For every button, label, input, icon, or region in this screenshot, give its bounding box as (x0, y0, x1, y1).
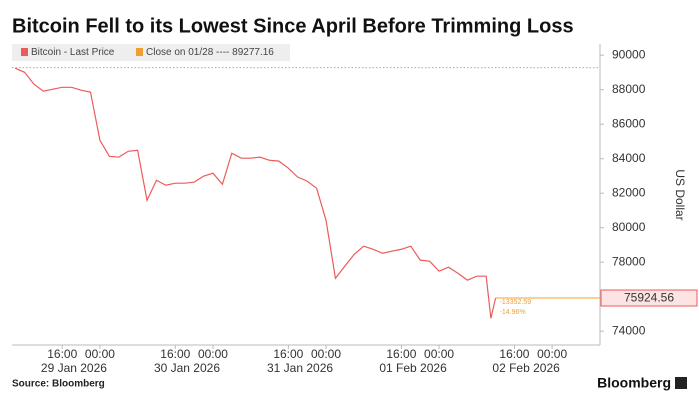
x-tick-label: 16:00 (47, 347, 77, 361)
chart-title: Bitcoin Fell to its Lowest Since April B… (12, 15, 574, 37)
x-tick-label: 00:00 (85, 347, 115, 361)
y-tick-label: 90000 (612, 47, 646, 61)
x-date-label: 01 Feb 2026 (379, 361, 447, 375)
x-date-label: 29 Jan 2026 (41, 361, 107, 375)
x-tick-label: 16:00 (386, 347, 416, 361)
y-tick-label: 74000 (612, 323, 646, 337)
last-value-label: 75924.56 (624, 291, 674, 305)
x-date-label: 30 Jan 2026 (154, 361, 220, 375)
legend-background (12, 44, 290, 61)
x-tick-label: 16:00 (160, 347, 190, 361)
price-line (14, 67, 497, 319)
x-date-label: 31 Jan 2026 (267, 361, 333, 375)
y-tick-label: 80000 (612, 220, 646, 234)
x-tick-label: 00:00 (537, 347, 567, 361)
source: Source: Bloomberg (12, 379, 105, 390)
x-date-label: 02 Feb 2026 (492, 361, 560, 375)
y-tick-label: 84000 (612, 151, 646, 165)
y-tick-label: 78000 (612, 254, 646, 268)
legend-label: Close on 01/28 ---- 89277.16 (146, 47, 274, 58)
y-tick-label: 88000 (612, 82, 646, 96)
change-label: -14.96% (500, 309, 526, 316)
legend-label: Bitcoin - Last Price (31, 47, 115, 58)
x-tick-label: 16:00 (499, 347, 529, 361)
last-value-box (600, 289, 698, 307)
x-tick-label: 16:00 (273, 347, 303, 361)
change-label: -13352.59 (500, 299, 532, 306)
x-tick-label: 00:00 (424, 347, 454, 361)
brand-icon (675, 377, 687, 389)
y-tick-label: 86000 (612, 116, 646, 130)
y-axis-label: US Dollar (673, 169, 687, 220)
brand: Bloomberg (597, 375, 671, 391)
legend-swatch (21, 48, 28, 56)
y-tick-label: 82000 (612, 185, 646, 199)
legend-swatch (136, 48, 143, 56)
x-tick-label: 00:00 (198, 347, 228, 361)
x-tick-label: 00:00 (311, 347, 341, 361)
